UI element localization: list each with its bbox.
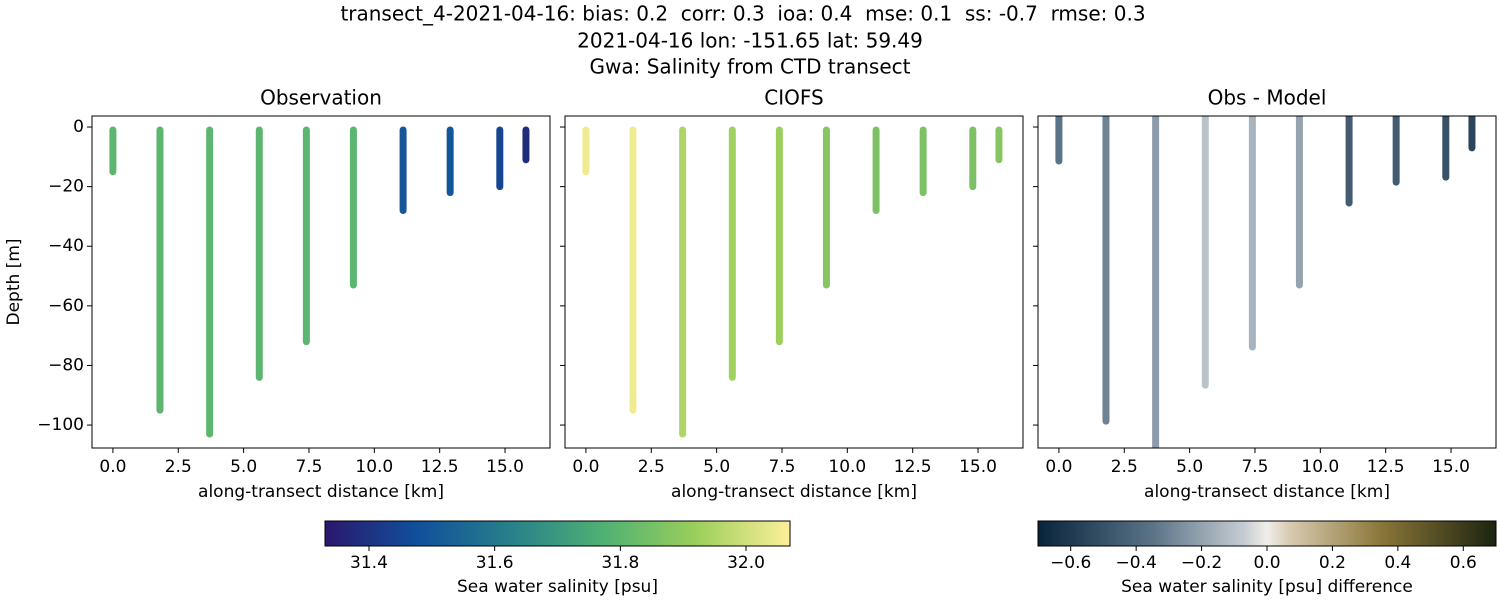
x-tick-label: 0.0: [1045, 457, 1072, 477]
y-tick-label: 0: [73, 117, 84, 137]
colorbar-tick-label: 0.2: [1319, 553, 1346, 573]
colorbar-tick-label: −0.2: [1181, 553, 1222, 573]
axes-frame: [564, 115, 1024, 449]
colorbar-tick-label: 0.0: [1253, 553, 1280, 573]
colorbar-tick-label: 32.0: [727, 553, 765, 573]
title-line: transect_4-2021-04-16: bias: 0.2 corr: 0…: [340, 2, 1145, 26]
x-tick-label: 10.0: [1301, 457, 1339, 477]
colorbar-tick-label: 31.8: [601, 553, 639, 573]
panel-title: Observation: [260, 86, 382, 110]
scatter-points: [1055, 116, 1476, 448]
colorbar-tick-label: 31.6: [476, 553, 514, 573]
x-tick-label: 2.5: [1111, 457, 1138, 477]
x-tick-label: 10.0: [355, 457, 393, 477]
axes-frame: [91, 115, 551, 449]
x-tick-label: 12.5: [421, 457, 459, 477]
y-tick-label: −80: [48, 355, 84, 375]
colorbar: [324, 520, 791, 547]
x-tick-label: 2.5: [165, 457, 192, 477]
x-tick-label: 5.0: [1176, 457, 1203, 477]
x-tick-label: 2.5: [638, 457, 665, 477]
colorbar-label: Sea water salinity [psu]: [457, 577, 658, 597]
x-tick-label: 0.0: [572, 457, 599, 477]
y-tick-label: −60: [48, 296, 84, 316]
x-tick-label: 12.5: [894, 457, 932, 477]
colorbar-tick-label: −0.4: [1116, 553, 1157, 573]
y-axis-label: Depth [m]: [4, 238, 24, 325]
colorbar-tick-label: 31.4: [350, 553, 388, 573]
axes-frame: [1037, 115, 1497, 449]
x-tick-label: 12.5: [1367, 457, 1405, 477]
x-tick-label: 7.5: [768, 457, 795, 477]
x-axis-label: along-transect distance [km]: [671, 482, 917, 502]
scatter-points: [109, 126, 530, 438]
x-tick-label: 0.0: [99, 457, 126, 477]
x-axis-label: along-transect distance [km]: [1144, 482, 1390, 502]
colorbar: [1037, 520, 1497, 547]
y-tick-label: −40: [48, 236, 84, 256]
colorbar-tick-label: 0.4: [1384, 553, 1411, 573]
panel-title: CIOFS: [764, 86, 823, 110]
colorbar-label: Sea water salinity [psu] difference: [1121, 577, 1413, 597]
x-tick-label: 5.0: [703, 457, 730, 477]
x-axis-label: along-transect distance [km]: [198, 482, 444, 502]
y-tick-label: −20: [48, 177, 84, 197]
title-line: Gwa: Salinity from CTD transect: [590, 55, 911, 79]
colorbar-tick-label: 0.6: [1450, 553, 1477, 573]
x-tick-label: 15.0: [959, 457, 997, 477]
x-tick-label: 15.0: [486, 457, 524, 477]
y-tick-label: −100: [37, 415, 84, 435]
x-tick-label: 7.5: [295, 457, 322, 477]
x-tick-label: 15.0: [1432, 457, 1470, 477]
x-tick-label: 10.0: [828, 457, 866, 477]
title-line: 2021-04-16 lon: -151.65 lat: 59.49: [577, 29, 923, 53]
panel-title: Obs - Model: [1208, 86, 1327, 110]
x-tick-label: 5.0: [230, 457, 257, 477]
scatter-points: [582, 126, 1003, 438]
x-tick-label: 7.5: [1241, 457, 1268, 477]
colorbar-tick-label: −0.6: [1050, 553, 1091, 573]
